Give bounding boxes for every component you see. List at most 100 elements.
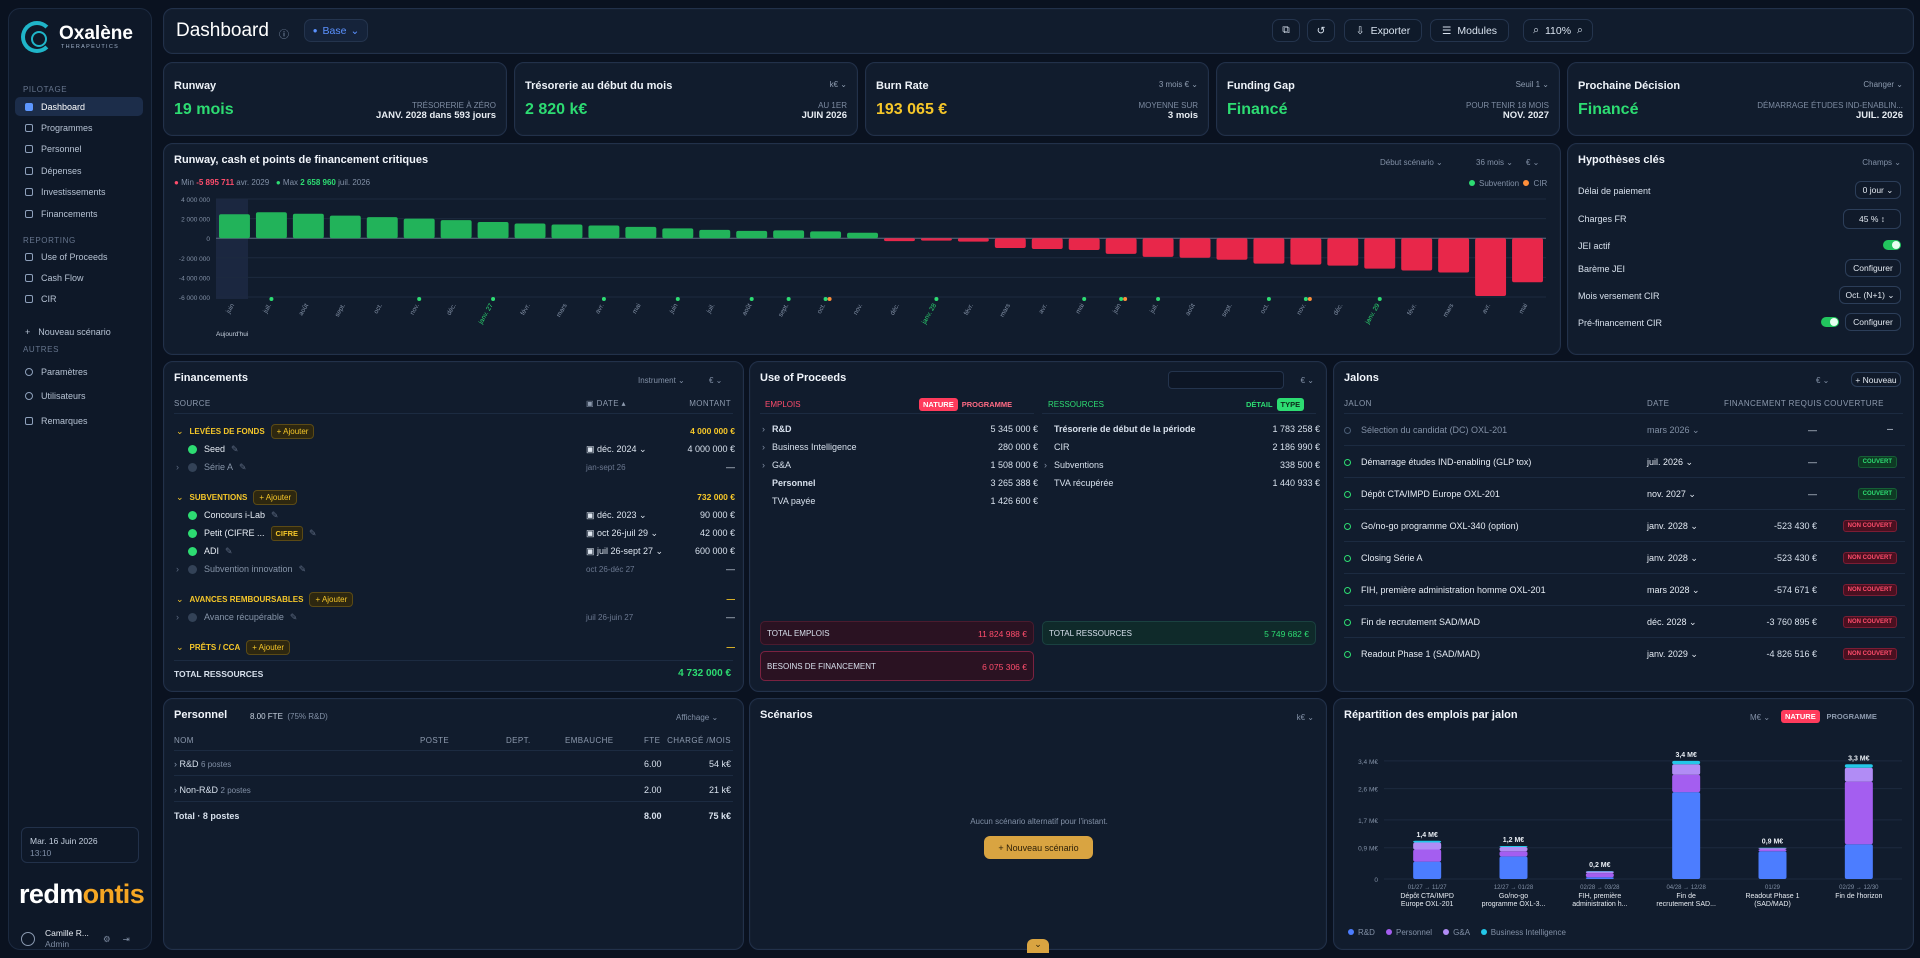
funding-group[interactable]: ⌄ SUBVENTIONS + Ajouter 732 000 € <box>174 488 735 506</box>
change-selector[interactable]: Changer ⌄ <box>1863 80 1903 89</box>
subvention-marker <box>417 297 422 301</box>
sidebar-item-use-of-proceeds[interactable]: Use of Proceeds <box>15 247 143 266</box>
runway-bar <box>1290 238 1322 265</box>
funding-row[interactable]: ADI ✎ ▣ juil 26-sept 27 ⌄ 600 000 € <box>174 542 735 560</box>
payment-delay-select[interactable]: 0 jour ⌄ <box>1855 181 1901 199</box>
fields-selector[interactable]: Champs ⌄ <box>1862 158 1901 167</box>
section-pilotage: PILOTAGE <box>23 85 68 94</box>
bar-date-label: 01/29 <box>1765 885 1781 891</box>
jalon-row[interactable]: Fin de recrutement SAD/MAD déc. 2028 ⌄ -3 … <box>1344 613 1905 631</box>
sidebar-item-cash-flow[interactable]: Cash Flow <box>15 268 143 287</box>
jalon-row[interactable]: Readout Phase 1 (SAD/MAD) janv. 2029 ⌄ -4 … <box>1344 645 1905 663</box>
logout-icon[interactable]: ⇥ <box>122 933 130 944</box>
currency-selector[interactable]: € ⌄ <box>1300 376 1314 385</box>
emplois-row[interactable]: › G&A 1 508 000 € <box>762 460 1038 470</box>
new-scenario-link[interactable]: + Nouveau scénario <box>25 326 111 337</box>
sidebar-item-parametres[interactable]: Paramètres <box>15 362 143 381</box>
cir-marker <box>1123 297 1128 301</box>
modules-button[interactable]: ☰ Modules <box>1430 19 1509 42</box>
bar-segment-ga <box>1844 767 1873 782</box>
jalon-row[interactable]: Go/no-go programme OXL-340 (option) janv.… <box>1344 517 1905 535</box>
sidebar-item-investissements[interactable]: Investissements <box>15 182 143 201</box>
currency-selector[interactable]: M€ ⌄ <box>1750 713 1771 722</box>
jalon-row[interactable]: FIH, première administration homme OXL-2… <box>1344 581 1905 599</box>
sidebar-item-depenses[interactable]: Dépenses <box>15 161 143 180</box>
ressources-toggle[interactable]: DÉTAIL TYPE <box>1242 398 1305 411</box>
runway-bar <box>1105 238 1137 254</box>
jei-toggle[interactable] <box>1883 240 1901 253</box>
chart-icon <box>25 102 33 111</box>
base-selector[interactable]: ● Base ⌄ <box>304 19 368 42</box>
x-tick-label: oct. <box>1259 302 1270 315</box>
display-selector[interactable]: Affichage ⌄ <box>676 713 719 722</box>
period-selector[interactable]: 3 mois € ⌄ <box>1158 80 1198 89</box>
funding-row[interactable]: › Avance récupérable ✎ juil 26-juin 27— <box>176 611 735 623</box>
emplois-row[interactable]: › R&D 5 345 000 € <box>762 424 1038 434</box>
subvention-marker <box>786 297 791 301</box>
page-title: Dashboard <box>176 20 269 41</box>
info-icon[interactable]: ⓘ <box>279 30 289 41</box>
runway-chart-panel: Runway, cash et points de financement cr… <box>163 143 1561 355</box>
sidebar-item-cir[interactable]: CIR <box>15 289 143 308</box>
currency-selector[interactable]: € ⌄ <box>1526 158 1540 167</box>
personnel-row-non-rd[interactable]: › Non-R&D 2 postes <box>174 785 251 795</box>
sidebar-item-personnel[interactable]: Personnel <box>15 139 143 158</box>
new-jalon-button[interactable]: + Nouveau <box>1851 372 1901 387</box>
jalon-row[interactable]: Démarrage études IND-enabling (GLP tox) j… <box>1344 453 1905 471</box>
currency-selector[interactable]: k€ ⌄ <box>1296 713 1314 722</box>
sidebar-item-dashboard[interactable]: Dashboard <box>15 97 143 116</box>
currency-selector[interactable]: k€ ⌄ <box>829 80 847 89</box>
funding-group[interactable]: ⌄ AVANCES REMBOURSABLES + Ajouter — <box>174 590 735 608</box>
emplois-toggle[interactable]: NATURE PROGRAMME <box>919 398 1016 411</box>
x-tick-label: avr. <box>594 302 605 315</box>
charges-fr-input[interactable]: 45 % ↕ <box>1843 209 1901 229</box>
runway-bar <box>366 217 398 239</box>
user-profile[interactable]: Camille R... Admin ⚙ ⇥ <box>21 925 145 953</box>
export-button[interactable]: ⇩ Exporter <box>1344 19 1422 42</box>
add-button[interactable]: + Ajouter <box>270 423 315 439</box>
jalon-row[interactable]: Sélection du candidat (DC) OXL-201 mars 2… <box>1344 421 1905 439</box>
sidebar-item-programmes[interactable]: Programmes <box>15 118 143 137</box>
sidebar: Oxalène THERAPEUTICS PILOTAGE Dashboard … <box>8 8 152 950</box>
users-icon <box>25 391 33 400</box>
zoom-control[interactable]: ⌕ 110% ⌕ <box>1523 19 1593 42</box>
instrument-selector[interactable]: Instrument ⌄ <box>638 376 685 385</box>
funding-group[interactable]: ⌄ LEVÉES DE FONDS + Ajouter 4 000 000 € <box>174 422 735 440</box>
jalon-row[interactable]: Dépôt CTA/IMPD Europe OXL-201 nov. 2027 ⌄… <box>1344 485 1905 503</box>
add-button[interactable]: + Ajouter <box>246 639 291 655</box>
horizon-selector[interactable]: 36 mois ⌄ <box>1476 158 1513 167</box>
sidebar-item-financements[interactable]: Financements <box>15 204 143 223</box>
runway-bar <box>588 225 620 239</box>
funding-row[interactable]: › Série A ✎ jan-sept 26— <box>176 461 735 473</box>
funding-row[interactable]: › Subvention innovation ✎ oct 26-déc 27— <box>176 563 735 575</box>
repartition-toggle[interactable]: NATURE PROGRAMME <box>1781 710 1881 723</box>
runway-bar <box>1327 238 1359 266</box>
add-button[interactable]: + Ajouter <box>253 489 298 505</box>
ressources-row[interactable]: › Subventions 338 500 € <box>1044 460 1320 470</box>
cir-month-select[interactable]: Oct. (N+1) ⌄ <box>1839 286 1901 304</box>
refresh-icon[interactable]: ↺ <box>1307 19 1335 42</box>
chevron-down-icon[interactable]: ⌄ <box>1027 939 1049 953</box>
cir-configure-button[interactable]: Configurer <box>1845 313 1901 331</box>
funding-group[interactable]: ⌄ PRÊTS / CCA + Ajouter — <box>174 638 735 656</box>
currency-selector[interactable]: € ⌄ <box>709 376 723 385</box>
search-input[interactable] <box>1168 371 1284 389</box>
duplicate-icon[interactable]: ⧉ <box>1272 19 1300 42</box>
sidebar-item-utilisateurs[interactable]: Utilisateurs <box>15 386 143 405</box>
threshold-selector[interactable]: Seuil 1 ⌄ <box>1515 80 1549 89</box>
personnel-row-rd[interactable]: › R&D 6 postes <box>174 759 232 769</box>
cir-prefinancing-toggle[interactable] <box>1821 317 1839 330</box>
currency-selector[interactable]: € ⌄ <box>1816 376 1830 385</box>
add-button[interactable]: + Ajouter <box>309 591 354 607</box>
settings-icon[interactable]: ⚙ <box>102 933 111 944</box>
new-scenario-button[interactable]: + Nouveau scénario <box>984 836 1093 859</box>
sidebar-item-remarques[interactable]: Remarques <box>15 411 143 430</box>
scenario-selector[interactable]: Début scénario ⌄ <box>1380 158 1443 167</box>
funding-row[interactable]: Petit (CIFRE ... CIFRE ✎ ▣ oct 26-juil 29 ⌄… <box>174 524 735 542</box>
jei-configure-button[interactable]: Configurer <box>1845 259 1901 277</box>
funding-row[interactable]: Seed ✎ ▣ déc. 2024 ⌄ 4 000 000 € <box>174 440 735 458</box>
emplois-row[interactable]: › Business Intelligence 280 000 € <box>762 442 1038 452</box>
trend-icon <box>25 187 33 196</box>
funding-row[interactable]: Concours i-Lab ✎ ▣ déc. 2023 ⌄ 90 000 € <box>174 506 735 524</box>
